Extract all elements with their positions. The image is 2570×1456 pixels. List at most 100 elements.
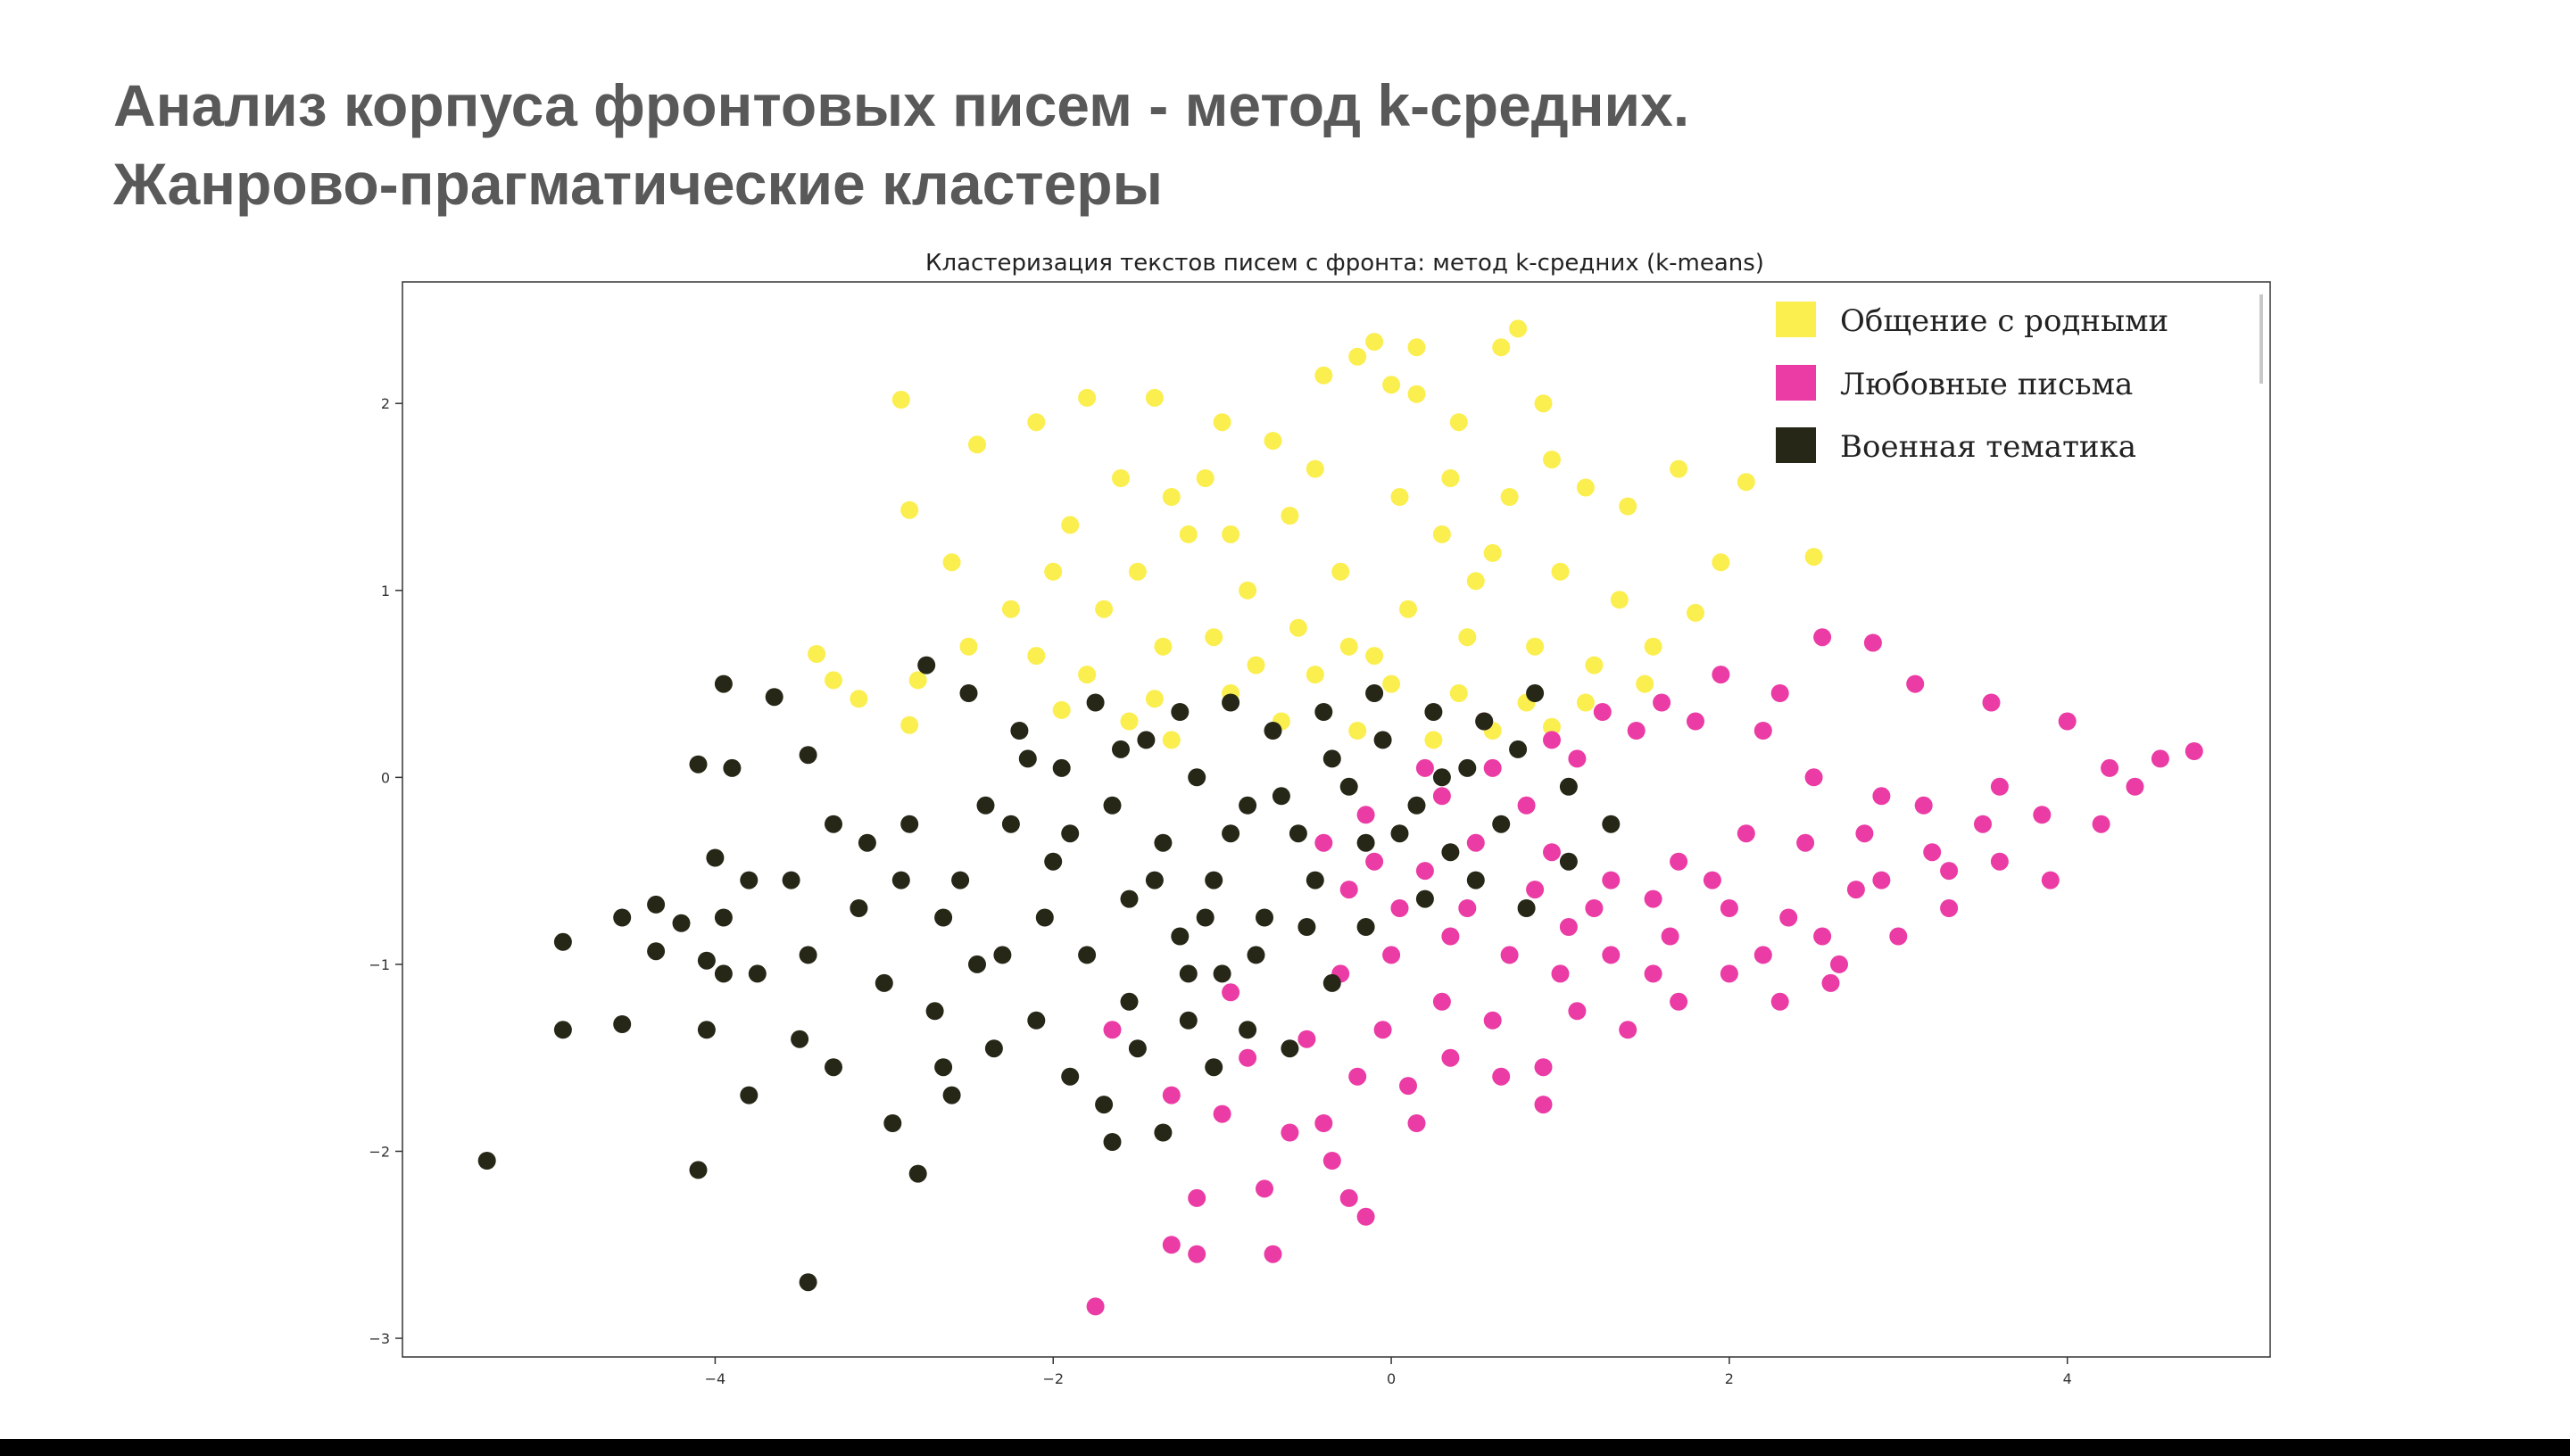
- love-letter-point: [1712, 666, 1730, 684]
- family-point: [1492, 338, 1511, 357]
- military-point: [647, 942, 666, 961]
- military-point: [740, 871, 759, 889]
- family-point: [1576, 693, 1595, 712]
- y-tick-label: 0: [381, 769, 390, 786]
- love-letter-point: [1365, 852, 1384, 871]
- military-point: [689, 755, 708, 774]
- love-letter-point: [1940, 899, 1959, 917]
- love-letter-point: [1982, 693, 2001, 712]
- love-letter-point: [1737, 824, 1755, 843]
- love-letter-point: [2151, 749, 2169, 768]
- military-point: [976, 796, 995, 815]
- love-letter-point: [1466, 833, 1485, 852]
- legend-swatch-love: [1776, 365, 1816, 401]
- love-letter-point: [1526, 881, 1545, 899]
- military-point: [883, 1114, 902, 1132]
- family-point: [1804, 548, 1823, 567]
- family-point: [1687, 603, 1704, 622]
- military-point: [934, 908, 953, 927]
- love-letter-point: [1906, 674, 1925, 693]
- love-letter-point: [1670, 852, 1688, 871]
- love-letter-point: [1559, 918, 1578, 936]
- military-point: [1339, 777, 1358, 796]
- military-point: [1314, 703, 1333, 721]
- family-point: [1441, 469, 1460, 487]
- family-point: [1289, 618, 1307, 637]
- family-point: [891, 391, 910, 409]
- military-point: [672, 914, 691, 932]
- love-letter-point: [1720, 899, 1738, 917]
- y-tick-label: −3: [369, 1330, 390, 1347]
- love-letter-point: [1339, 881, 1358, 899]
- military-point: [1526, 684, 1545, 702]
- military-point: [1407, 796, 1426, 815]
- military-point: [1179, 1011, 1198, 1030]
- family-point: [1526, 637, 1545, 656]
- family-point: [1432, 525, 1451, 543]
- family-point: [1449, 413, 1468, 432]
- military-point: [1239, 796, 1257, 815]
- military-point: [1171, 703, 1190, 721]
- x-tick-label: 0: [1387, 1370, 1396, 1387]
- slide-title: Анализ корпуса фронтовых писем - метод k…: [113, 66, 2344, 223]
- military-point: [765, 688, 783, 707]
- love-letter-point: [1846, 881, 1865, 899]
- love-letter-point: [1458, 899, 1477, 917]
- love-letter-point: [1602, 871, 1621, 889]
- military-point: [1128, 1039, 1147, 1058]
- family-point: [1543, 717, 1561, 736]
- plot-area-frame: [402, 281, 2271, 1358]
- military-point: [858, 833, 876, 852]
- love-letter-point: [1188, 1245, 1206, 1263]
- family-point: [1636, 674, 1654, 693]
- military-point: [968, 955, 986, 973]
- x-tick-label: −4: [705, 1370, 726, 1387]
- family-point: [1500, 488, 1519, 506]
- military-point: [1475, 712, 1494, 731]
- military-point: [942, 1086, 961, 1104]
- family-point: [808, 645, 826, 663]
- family-point: [1247, 656, 1265, 674]
- military-point: [1466, 871, 1485, 889]
- military-point: [1356, 833, 1375, 852]
- family-point: [1145, 690, 1164, 708]
- love-letter-point: [1889, 927, 1908, 946]
- family-point: [1001, 600, 1020, 618]
- legend-label-military: Военная тематика: [1840, 429, 2136, 465]
- family-point: [1449, 684, 1468, 702]
- military-point: [1222, 693, 1240, 712]
- love-letter-point: [1264, 1245, 1282, 1263]
- family-point: [850, 690, 868, 708]
- legend-label-family: Общение с родными: [1840, 303, 2168, 339]
- love-letter-point: [1779, 908, 1798, 927]
- military-point: [908, 1164, 927, 1183]
- love-letter-point: [1441, 1048, 1460, 1067]
- love-letter-point: [1314, 833, 1333, 852]
- love-letter-point: [1770, 684, 1789, 702]
- family-point: [1348, 347, 1367, 366]
- military-point: [1517, 899, 1536, 917]
- military-point: [799, 1273, 817, 1292]
- military-point: [1112, 740, 1130, 758]
- family-point: [1399, 600, 1417, 618]
- family-point: [1382, 674, 1401, 693]
- family-point: [1154, 637, 1173, 656]
- family-point: [1044, 562, 1063, 581]
- love-letter-point: [1585, 899, 1604, 917]
- family-point: [1095, 600, 1114, 618]
- military-point: [697, 1021, 716, 1039]
- love-letter-point: [1239, 1048, 1257, 1067]
- military-point: [714, 674, 733, 693]
- military-point: [825, 1058, 842, 1077]
- family-point: [968, 435, 986, 454]
- love-letter-point: [1256, 1179, 1273, 1198]
- y-tick-label: 1: [381, 583, 390, 600]
- military-point: [1001, 815, 1020, 833]
- love-letter-point: [1356, 806, 1375, 824]
- family-point: [1213, 413, 1231, 432]
- military-point: [993, 946, 1012, 964]
- military-point: [1145, 871, 1164, 889]
- love-letter-point: [1297, 1030, 1316, 1048]
- military-point: [714, 964, 733, 983]
